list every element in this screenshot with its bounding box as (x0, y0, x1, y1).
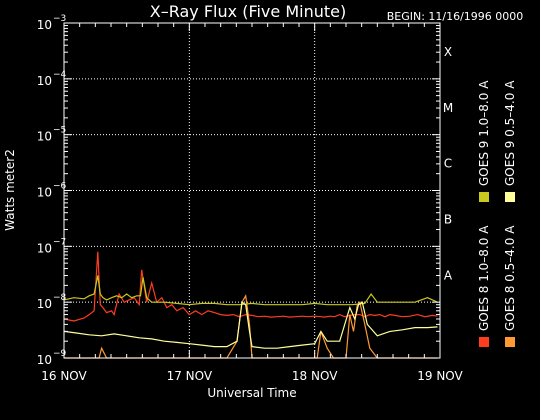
y-tick-exponent: −8 (53, 293, 67, 303)
x-tick-label: 17 NOV (167, 369, 213, 383)
y-tick-exponent: −7 (53, 237, 66, 247)
flare-class-label: X (444, 45, 452, 59)
legend-label-0: GOES 8 1.0–8.0 A (477, 225, 491, 331)
y-tick-label: 10 (37, 130, 52, 144)
y-tick-label: 10 (37, 297, 52, 311)
legend-label-2: GOES 9 1.0–8.0 A (477, 80, 491, 186)
legend-swatch-0 (479, 337, 489, 347)
begin-label: BEGIN: 11/16/1996 0000 (387, 10, 524, 23)
series-line-3 (63, 301, 438, 349)
y-tick-exponent: −6 (53, 182, 67, 192)
legend-swatch-1 (505, 337, 515, 347)
y-tick-exponent: −9 (53, 349, 67, 359)
x-tick-label: 18 NOV (292, 369, 338, 383)
y-tick-label: 10 (37, 186, 52, 200)
y-tick-exponent: −5 (53, 126, 66, 136)
legend-swatch-2 (479, 192, 489, 202)
y-tick-exponent: −4 (53, 70, 67, 80)
y-tick-exponent: −3 (53, 14, 66, 24)
y-tick-label: 10 (37, 241, 52, 255)
y-tick-label: 10 (37, 18, 52, 32)
flare-class-label: A (444, 268, 453, 282)
y-tick-label: 10 (37, 353, 52, 367)
series-line-1 (64, 293, 438, 359)
chart-title: X–Ray Flux (Five Minute) (150, 2, 346, 21)
flare-class-label: C (444, 157, 452, 171)
flare-class-label: M (443, 101, 453, 115)
series-line-0 (63, 251, 438, 322)
y-tick-label: 10 (37, 74, 52, 88)
x-tick-label: 19 NOV (417, 369, 463, 383)
flare-class-label: B (444, 212, 452, 226)
legend-swatch-3 (505, 192, 515, 202)
x-tick-label: 16 NOV (41, 369, 87, 383)
plot-frame (63, 22, 441, 359)
legend-label-3: GOES 9 0.5–4.0 A (503, 80, 517, 186)
series-line-2 (63, 275, 438, 306)
x-axis-label: Universal Time (207, 386, 296, 400)
y-axis-label: Watts meter2 (3, 149, 17, 231)
legend-label-1: GOES 8 0.5–4.0 A (503, 225, 517, 331)
